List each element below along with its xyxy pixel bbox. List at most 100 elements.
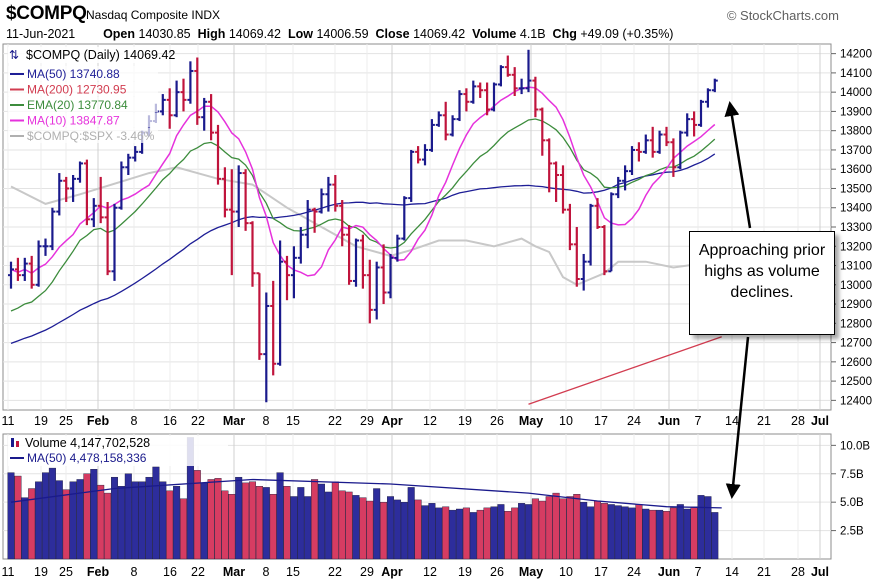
price-bar — [21, 257, 28, 281]
volume-bar — [656, 509, 664, 560]
price-bar — [594, 198, 601, 229]
price-bar — [449, 115, 456, 137]
volume-legend-bg — [8, 436, 228, 466]
volume-bar — [221, 490, 229, 560]
volume-bar — [545, 496, 553, 560]
price-bar — [228, 169, 235, 276]
price-bar — [553, 161, 560, 202]
legend-bg — [8, 128, 158, 143]
price-bar — [442, 101, 449, 141]
volume-bar — [297, 487, 305, 560]
volume-bar — [469, 512, 477, 560]
chg-value: +49.09 (+0.35%) — [580, 27, 674, 41]
price-bar — [422, 144, 428, 166]
price-bar — [656, 130, 663, 154]
price-bar — [463, 88, 470, 112]
x-tick-label-bottom: 10 — [559, 565, 573, 579]
price-legend-bg — [8, 47, 158, 63]
price-bar — [166, 88, 173, 129]
x-tick-label-bottom: Jun — [658, 565, 680, 579]
price-bar — [201, 97, 208, 131]
price-bar — [435, 111, 442, 127]
volume-bar — [614, 505, 622, 560]
legend-entry: $COMPQ:$SPX -3.46% — [27, 129, 155, 143]
price-bar — [704, 88, 711, 108]
price-bar — [256, 272, 263, 360]
volume-bar — [559, 498, 567, 560]
price-tick-label: 12800 — [840, 318, 872, 330]
open-label: Open — [103, 27, 136, 41]
price-bar — [622, 165, 629, 191]
legend-bg — [8, 66, 158, 81]
volume-bar — [173, 486, 181, 560]
price-tick-label: 12600 — [840, 357, 872, 369]
volume-bar — [697, 495, 705, 560]
price-bar — [518, 78, 525, 95]
x-tick-label-bottom: 7 — [695, 565, 702, 579]
price-bar — [532, 76, 539, 118]
x-tick-label: 7 — [695, 414, 702, 428]
volume-bar — [594, 500, 602, 560]
x-tick-label-bottom: 14 — [725, 565, 739, 579]
volume-bar — [55, 480, 63, 560]
price-tick-label: 14000 — [840, 87, 872, 99]
volume-bar — [228, 494, 236, 560]
price-bar — [118, 161, 125, 210]
volume-bar — [242, 482, 250, 560]
ma200-line — [528, 336, 722, 405]
x-tick-label: 19 — [34, 414, 48, 428]
volume-bar — [711, 512, 719, 560]
x-tick-label-bottom: Mar — [223, 565, 245, 579]
volume-bar — [28, 488, 36, 560]
price-bar — [401, 196, 408, 241]
volume-bar — [7, 472, 15, 560]
volume-bar — [462, 507, 470, 560]
volume-bar — [248, 481, 256, 560]
price-bar — [497, 65, 504, 87]
price-tick-label: 13900 — [840, 106, 872, 118]
ema20-line — [10, 118, 716, 312]
price-tick-label: 13800 — [840, 126, 872, 138]
instrument-name: Nasdaq Composite INDX — [86, 8, 221, 22]
legend-bg — [8, 97, 158, 112]
volume-value: 4.1B — [519, 27, 546, 41]
price-bar — [380, 244, 387, 305]
price-bar — [663, 126, 670, 147]
price-tick-label: 13700 — [840, 145, 872, 157]
x-tick-label-bottom: 11 — [2, 565, 15, 579]
x-tick-label: Apr — [381, 414, 403, 428]
x-tick-label-bottom: 16 — [163, 565, 177, 579]
x-tick-label-bottom: 12 — [423, 565, 437, 579]
arrow-to-volume — [725, 336, 750, 499]
volume-bar — [483, 507, 491, 560]
close-label: Close — [375, 27, 410, 41]
price-bar — [456, 90, 463, 122]
price-bar — [580, 253, 587, 291]
volume-bar — [331, 481, 339, 560]
price-tick-label: 13200 — [840, 241, 872, 253]
volume-bar — [435, 507, 443, 560]
volume-icon — [11, 438, 14, 447]
volume-bar — [497, 504, 505, 560]
brand-label: © StockCharts.com — [726, 8, 839, 23]
x-tick-label-bottom: 8 — [263, 565, 270, 579]
price-bar — [560, 165, 566, 214]
volume-bar — [35, 481, 43, 560]
price-bar — [608, 192, 615, 273]
volume-bar — [456, 508, 464, 560]
volume-bar — [669, 507, 677, 560]
price-bar — [194, 57, 201, 125]
volume-bar — [283, 486, 291, 560]
volume-bar — [538, 500, 546, 560]
volume-bar — [131, 481, 139, 560]
price-bar — [711, 78, 718, 93]
volume-bar — [511, 507, 519, 560]
price-bar — [491, 82, 497, 112]
volume-bar — [324, 491, 332, 560]
price-bar — [470, 80, 477, 104]
x-tick-label-bottom: 19 — [34, 565, 48, 579]
price-bar — [415, 146, 422, 164]
volume-bar — [214, 478, 222, 560]
price-panel-title: $COMPQ (Daily) 14069.42 — [26, 48, 175, 62]
